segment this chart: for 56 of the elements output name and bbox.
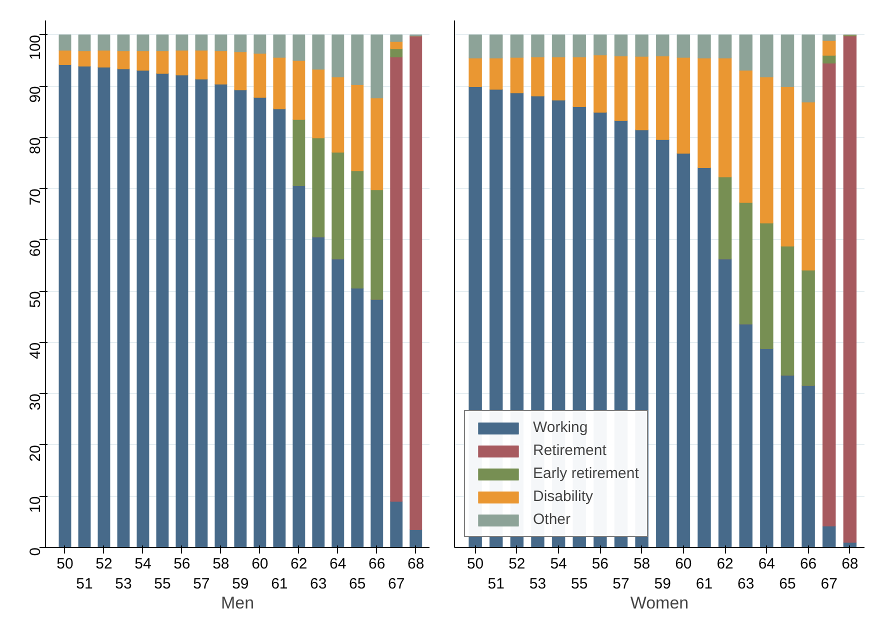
x-tick-label: 62	[716, 556, 734, 572]
x-tick-label: 56	[592, 556, 609, 572]
x-tick-label: 53	[529, 576, 546, 592]
x-tick-label: 60	[252, 556, 268, 572]
x-tick-label: 64	[758, 556, 776, 572]
y-tick-label: 50	[27, 291, 44, 308]
x-tick-label: 50	[466, 556, 484, 572]
y-tick-label: 40	[27, 342, 44, 360]
x-tick-label: 52	[508, 556, 526, 572]
y-tick-label: 30	[27, 394, 44, 410]
y-tick-label: 70	[27, 188, 44, 206]
x-tick-label: 51	[76, 576, 93, 592]
x-tick-label: 59	[232, 576, 249, 592]
legend-label: Retirement	[533, 442, 606, 459]
x-axis-title: Men	[220, 594, 254, 612]
x-tick-label: 60	[675, 556, 692, 572]
x-tick-label: 63	[738, 576, 754, 592]
x-tick-label: 67	[388, 576, 405, 592]
x-tick-label: 57	[612, 576, 630, 592]
x-tick-label: 53	[115, 576, 132, 592]
x-tick-label: 51	[488, 576, 504, 592]
y-tick-label: 60	[27, 240, 44, 257]
x-tick-label: 66	[368, 556, 386, 572]
x-tick-label: 54	[134, 556, 152, 572]
x-tick-label: 55	[154, 576, 171, 592]
x-tick-label: 58	[212, 556, 230, 572]
x-tick-label: 64	[330, 556, 346, 572]
legend-label: Early retirement	[533, 465, 639, 482]
y-tick-label: 0	[27, 548, 44, 556]
x-tick-label: 66	[800, 556, 817, 572]
legend-label: Other	[533, 511, 571, 528]
x-axis-title: Women	[630, 594, 689, 612]
legend-label: Working	[533, 419, 588, 436]
x-tick-label: 56	[174, 556, 190, 572]
x-tick-label: 67	[820, 576, 838, 592]
x-tick-label: 68	[842, 556, 858, 572]
x-tick-label: 63	[310, 576, 327, 592]
y-tick-label: 10	[27, 496, 44, 513]
y-tick-label: 80	[27, 137, 44, 154]
x-tick-label: 61	[271, 576, 288, 592]
x-tick-label: 57	[193, 576, 210, 592]
x-tick-label: 58	[633, 556, 650, 572]
legend-label: Disability	[533, 488, 594, 505]
x-tick-label: 62	[290, 556, 308, 572]
x-tick-label: 54	[550, 556, 567, 572]
y-tick-label: 100	[27, 34, 44, 60]
y-tick-label: 90	[27, 86, 44, 103]
x-tick-label: 50	[56, 556, 74, 572]
x-tick-label: 65	[349, 576, 366, 592]
x-tick-label: 55	[571, 576, 588, 592]
x-tick-label: 65	[779, 576, 796, 592]
x-tick-label: 68	[408, 556, 424, 572]
x-tick-label: 52	[96, 556, 112, 572]
x-tick-label: 59	[654, 576, 671, 592]
x-tick-label: 61	[696, 576, 713, 592]
y-tick-label: 20	[27, 444, 44, 462]
